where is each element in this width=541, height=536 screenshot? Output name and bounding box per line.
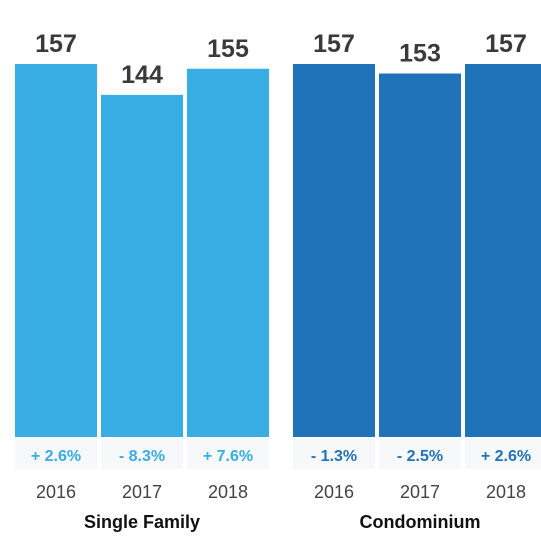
change-band xyxy=(465,439,541,469)
change-band xyxy=(101,439,183,469)
change-band xyxy=(187,439,269,469)
year-tick-label: 2017 xyxy=(400,482,440,502)
change-label: + 2.6% xyxy=(31,448,81,465)
year-tick-label: 2018 xyxy=(486,482,526,502)
change-band xyxy=(293,439,375,469)
change-label: - 8.3% xyxy=(119,448,165,465)
bar-1-2 xyxy=(465,64,541,437)
change-label: - 2.5% xyxy=(397,448,443,465)
change-band xyxy=(379,439,461,469)
bar-1-0 xyxy=(293,64,375,437)
value-label: 153 xyxy=(399,40,441,68)
year-tick-label: 2016 xyxy=(314,482,354,502)
change-band xyxy=(15,439,97,469)
year-tick-label: 2017 xyxy=(122,482,162,502)
change-label: - 1.3% xyxy=(311,448,357,465)
change-label: + 2.6% xyxy=(481,448,531,465)
bar-0-2 xyxy=(187,68,269,438)
bar-0-0 xyxy=(15,64,97,437)
change-label: + 7.6% xyxy=(203,448,253,465)
bar-1-1 xyxy=(379,73,461,438)
group-label: Single Family xyxy=(84,512,200,532)
value-label: 157 xyxy=(313,30,355,58)
value-label: 157 xyxy=(485,30,527,58)
group-label: Condominium xyxy=(360,512,481,532)
value-label: 155 xyxy=(207,35,249,63)
year-tick-label: 2018 xyxy=(208,482,248,502)
bar-0-1 xyxy=(101,94,183,438)
value-label: 144 xyxy=(121,61,163,89)
value-label: 157 xyxy=(35,30,77,58)
year-tick-label: 2016 xyxy=(36,482,76,502)
